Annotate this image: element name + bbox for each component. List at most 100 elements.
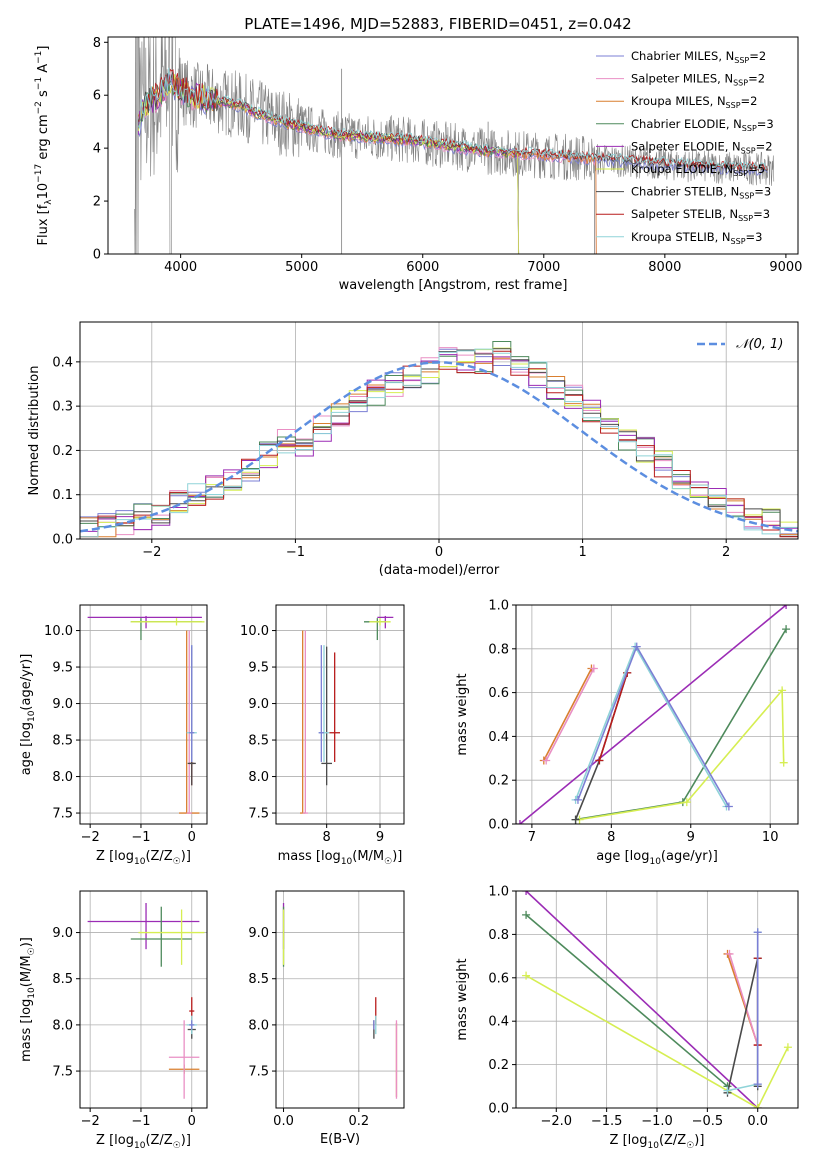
weight-point	[516, 820, 524, 824]
y-tick-label: 10.0	[44, 624, 73, 639]
y-tick-label: 8	[93, 36, 101, 51]
legend-entry-name: Salpeter ELODIE, N	[631, 139, 741, 153]
axes-frame	[79, 604, 208, 825]
x-tick-label: 2	[722, 545, 730, 560]
y-axis-label-part: (age/yr)]	[19, 654, 34, 711]
legend-entry-name: Kroupa MILES, N	[631, 94, 726, 108]
y-axis-label-part: mass [log	[19, 999, 34, 1062]
y-tick-label: 0.2	[488, 774, 509, 789]
x-tick-label: 0.0	[273, 1114, 294, 1129]
x-axis-label-part: Z [log	[96, 849, 134, 864]
x-tick-label: 0.2	[348, 1114, 369, 1129]
weight-point	[632, 642, 641, 651]
y-axis-label-part: −1	[34, 51, 44, 64]
weight-line	[543, 668, 593, 761]
y-tick-label: 0.6	[488, 971, 509, 986]
y-axis-label-part: 10	[27, 710, 37, 722]
x-tick-label: −1	[286, 545, 305, 560]
y-axis-label-part: A	[36, 64, 51, 77]
weight-line	[525, 914, 729, 1087]
weight-line	[579, 688, 785, 821]
y-axis-label-part: (M/M	[19, 955, 34, 987]
y-axis-label-part: 10	[27, 987, 37, 999]
x-tick-label: 7000	[527, 260, 560, 275]
y-tick-label: 7.5	[52, 807, 73, 822]
legend-entry: Salpeter MILES, NSSP=2	[631, 72, 765, 88]
figure-title: PLATE=1496, MJD=52883, FIBERID=0451, z=0…	[244, 15, 631, 33]
weight-point	[542, 756, 551, 765]
x-axis-label-part: 10	[134, 857, 146, 867]
x-axis-label: age [log10(age/yr)]	[596, 849, 718, 867]
x-tick-label: −0.5	[692, 1114, 724, 1129]
x-axis-label: (data-model)/error	[379, 563, 500, 578]
plot-area-mass-vs-EBV	[282, 903, 398, 1099]
y-tick-label: 0.6	[488, 686, 509, 701]
legend-entry-value: =2	[749, 49, 766, 63]
x-tick-label: 8	[323, 830, 331, 845]
legend-entry: Kroupa ELODIE, NSSP=5	[631, 162, 765, 178]
legend-entry: Chabrier ELODIE, NSSP=3	[631, 117, 774, 133]
y-tick-label: 0.3	[52, 400, 73, 415]
legend-entry: 𝒩(0, 1)	[736, 337, 783, 352]
axes-frame	[275, 604, 405, 825]
x-tick-label: 4000	[164, 260, 197, 275]
y-axis-label: mass weight	[455, 958, 470, 1040]
plot-area-spectrum	[134, 37, 775, 254]
x-axis-label-part: )]	[694, 1133, 704, 1148]
y-tick-label: 9.5	[248, 661, 269, 676]
y-tick-label: 9.0	[248, 926, 269, 941]
x-axis-label-part: (Z/Z	[145, 849, 172, 864]
weight-point	[573, 795, 582, 804]
y-axis-label-part: −1	[34, 77, 44, 90]
weight-point	[753, 1104, 762, 1108]
y-axis-label-part: ]	[36, 46, 51, 51]
x-tick-label: 7	[528, 830, 536, 845]
x-axis-label-part: ☉	[384, 857, 392, 867]
x-tick-label: 8	[607, 830, 615, 845]
legend-entry-value: =3	[757, 117, 774, 131]
y-tick-label: 0.0	[52, 533, 73, 548]
y-axis-label-part: −17	[34, 164, 44, 183]
y-axis-label: Flux [fλ10−17 erg cm−2 s−1 A−1]	[34, 46, 54, 246]
plot-area-mass-vs-Z	[87, 903, 205, 1099]
x-tick-label: −2.0	[540, 1114, 572, 1129]
x-tick-label: −2	[81, 1114, 100, 1129]
y-tick-label: 1.0	[488, 599, 509, 614]
y-tick-label: 8.0	[248, 770, 269, 785]
plot-area-age-vs-Z	[87, 615, 205, 814]
x-axis-label-part: Z [log	[96, 1133, 134, 1148]
axes-frame	[515, 604, 799, 825]
x-tick-label: 9	[687, 830, 695, 845]
y-tick-label: 8.5	[248, 734, 269, 749]
legend-entry-name: Salpeter STELIB, N	[631, 207, 738, 221]
x-axis-label-part: (Z/Z	[659, 1133, 686, 1148]
y-tick-label: 1.0	[488, 885, 509, 900]
x-axis-label-part: ☉	[173, 1141, 181, 1151]
legend-entry: Kroupa MILES, NSSP=2	[631, 94, 757, 110]
weight-line	[727, 932, 759, 1092]
y-axis-label-part: 10	[36, 183, 51, 200]
weight-point	[725, 949, 734, 958]
model-fit-line	[137, 70, 768, 172]
weight-point	[724, 802, 733, 811]
y-tick-label: 7.5	[248, 1065, 269, 1080]
y-tick-label: 0	[93, 248, 101, 263]
weight-point	[782, 625, 791, 634]
weight-point	[595, 756, 604, 765]
y-tick-label: 0.4	[488, 1015, 509, 1030]
legend-entry: Chabrier STELIB, NSSP=3	[631, 185, 771, 201]
x-axis-label: Z [log10(Z/Z☉)]	[610, 1133, 705, 1151]
y-axis-label-part: age [log	[19, 722, 34, 775]
x-axis-label: mass [log10(M/M☉)]	[278, 849, 403, 867]
y-axis-label-part: Flux [f	[36, 204, 51, 245]
y-axis-label-part: ☉	[27, 947, 37, 955]
y-axis-label-part: erg cm	[36, 114, 51, 163]
legend-entry: Kroupa STELIB, NSSP=3	[631, 230, 762, 246]
legend-entry-sub: SSP	[738, 214, 753, 223]
y-axis-label: age [log10(age/yr)]	[19, 654, 37, 776]
y-tick-label: 0.8	[488, 642, 509, 657]
y-tick-label: 0.8	[488, 928, 509, 943]
x-tick-label: −2	[142, 545, 161, 560]
y-axis-label: Normed distribution	[27, 366, 42, 496]
